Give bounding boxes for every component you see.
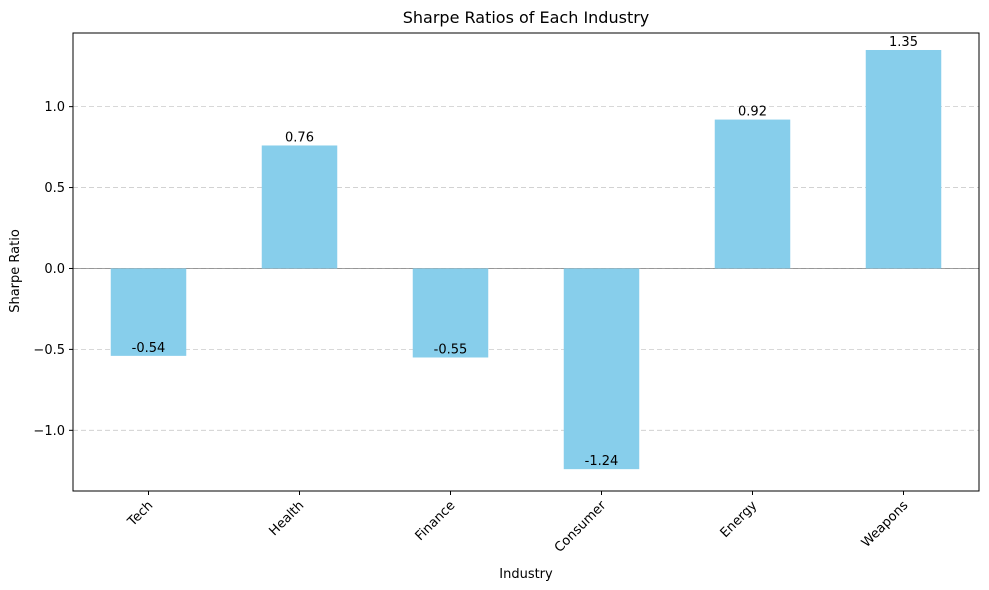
- bar: [412, 268, 489, 358]
- plot-frame: [72, 32, 980, 492]
- chart-title: Sharpe Ratios of Each Industry: [403, 8, 650, 27]
- x-tick-label: Energy: [718, 498, 761, 541]
- y-axis-ticks: −1.0 −0.5 0.0 0.5 1.0: [33, 100, 73, 439]
- bar: [865, 49, 942, 269]
- y-tick-label: −0.5: [33, 343, 65, 358]
- bar: [714, 119, 791, 269]
- bar: [110, 268, 187, 356]
- data-label: 0.76: [285, 130, 314, 145]
- y-axis-label: Sharpe Ratio: [8, 229, 23, 313]
- bar: [563, 268, 640, 470]
- x-tick-label: Health: [267, 498, 308, 539]
- data-label: -1.24: [585, 454, 619, 469]
- bar: [261, 145, 338, 269]
- y-tick-label: 0.5: [44, 181, 65, 196]
- x-tick-label: Consumer: [552, 498, 610, 556]
- data-label: -0.55: [434, 342, 468, 357]
- bars: [110, 49, 942, 470]
- y-tick-label: 0.0: [44, 262, 65, 277]
- x-axis-label: Industry: [499, 567, 553, 582]
- x-tick-label: Tech: [124, 498, 156, 530]
- data-label: 1.35: [889, 35, 918, 50]
- y-tick-label: 1.0: [44, 100, 65, 115]
- x-axis-ticks: Tech Health Finance Consumer Energy Weapons: [124, 491, 911, 556]
- x-tick-label: Finance: [413, 498, 459, 544]
- data-label: -0.54: [132, 341, 166, 356]
- y-tick-label: −1.0: [33, 424, 65, 439]
- data-label: 0.92: [738, 105, 767, 120]
- x-tick-label: Weapons: [859, 498, 912, 551]
- data-labels: -0.54 0.76 -0.55 -1.24 0.92 1.35: [132, 35, 918, 469]
